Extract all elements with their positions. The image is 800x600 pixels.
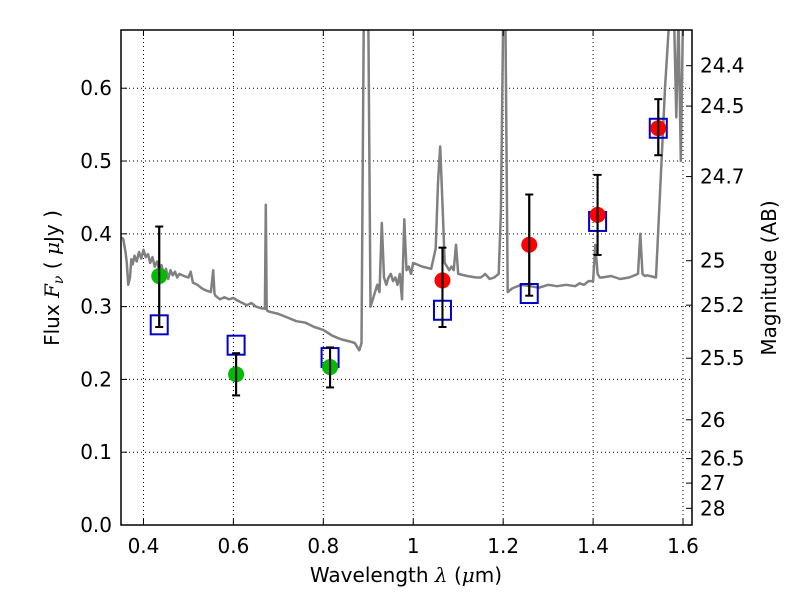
y2-axis-label: Magnitude (AB) (757, 200, 781, 355)
y2-tick-label: 26 (700, 408, 725, 432)
axis-ticks: 0.4 0.6 0.8 1 1.2 1.4 1.6 0.0 0.1 0.2 0.3 0.4 0.5 0.6… (80, 30, 745, 558)
plot-area (121, 30, 685, 397)
x-tick-label: 1.4 (577, 534, 609, 558)
plot-frame (120, 29, 693, 526)
y2-tick-label: 24.4 (700, 54, 745, 78)
x-tick-label: 1 (407, 534, 420, 558)
y-tick-label: 0.1 (80, 440, 112, 464)
y-tick-label: 0.0 (80, 513, 112, 537)
model-square-marker (226, 334, 246, 356)
x-tick-label: 0.4 (128, 534, 160, 558)
grid (121, 30, 692, 526)
y-tick-label: 0.4 (80, 222, 112, 246)
y2-tick-label: 27 (700, 471, 725, 495)
y-tick-label: 0.2 (80, 367, 112, 391)
x-tick-label: 1.6 (667, 534, 699, 558)
y-tick-label: 0.3 (80, 295, 112, 319)
y2-tick-label: 24.7 (700, 165, 745, 189)
y2-tick-label: 24.5 (700, 94, 745, 118)
y-tick-label: 0.5 (80, 149, 112, 173)
y2-tick-label: 28 (700, 496, 725, 520)
y2-tick-label: 26.5 (700, 447, 745, 471)
y2-tick-label: 25 (700, 249, 725, 273)
x-axis-label: Wavelength λ (μm) (310, 563, 502, 587)
x-tick-label: 0.6 (217, 534, 249, 558)
y-tick-label: 0.6 (80, 76, 112, 100)
x-tick-label: 0.8 (307, 534, 339, 558)
x-tick-label: 1.2 (487, 534, 519, 558)
y-axis-label: Flux Fν ( μJy ) (40, 210, 67, 346)
y2-tick-label: 25.2 (700, 293, 745, 317)
spectrum-line (121, 30, 685, 352)
y2-tick-label: 25.5 (700, 346, 745, 370)
